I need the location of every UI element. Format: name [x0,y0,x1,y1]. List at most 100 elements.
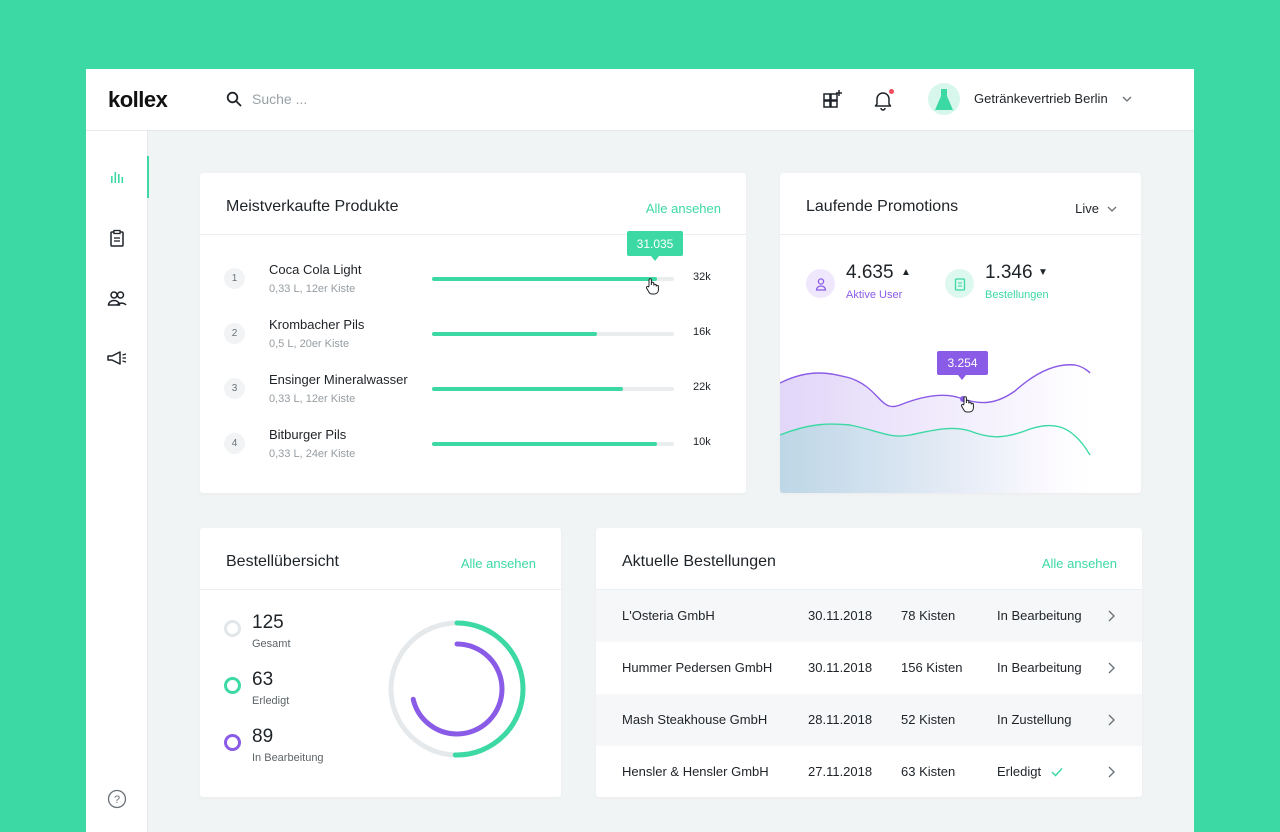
purple-line [780,364,1091,408]
orders-label: Bestellungen [985,289,1049,301]
order-date: 27.11.2018 [808,764,873,779]
sales-bar-fill[interactable] [432,387,624,391]
recent-orders-card: Aktuelle Bestellungen Alle ansehen L'Ost… [596,528,1142,797]
sidebar-item-orders[interactable] [86,217,148,259]
see-all-link[interactable]: Alle ansehen [1041,556,1117,571]
done-ring-icon [224,677,241,694]
rank-badge: 4 [224,433,245,454]
in-progress-arc [409,641,505,737]
order-status: In Bearbeitung [997,660,1082,675]
see-all-link[interactable]: Alle ansehen [645,201,721,216]
logo[interactable]: kollex [108,87,168,112]
sidebar-item-analytics[interactable] [86,156,149,198]
order-date: 30.11.2018 [808,660,873,675]
table-row[interactable]: Hummer Pedersen GmbH 30.11.2018 156 Kisten… [596,642,1142,694]
table-row[interactable]: Mash Steakhouse GmbH 28.11.2018 52 Kisten I… [596,694,1142,746]
svg-text:?: ? [114,794,120,806]
top-products-card: Meistverkaufte Produkte Alle ansehen 1 Co… [200,173,746,493]
app-window: kollex Getränkevertrieb Berlin [86,69,1194,832]
overview-total: 125 Gesamt [224,612,374,656]
hand-cursor-icon [645,278,659,295]
sidebar-item-promotions[interactable] [86,337,148,379]
card-title: Aktuelle Bestellungen [622,553,776,570]
sales-bar-track [432,332,674,336]
rank-badge: 2 [224,323,245,344]
divider [780,234,1141,235]
card-title: Laufende Promotions [806,198,959,215]
help-icon[interactable]: ? [107,789,127,809]
add-widget-icon[interactable] [821,89,843,111]
sales-bar-fill[interactable] [432,277,658,281]
active-users-label: Aktive User [846,289,903,301]
active-users-badge [806,269,835,298]
rank-badge: 3 [224,378,245,399]
sales-value: 22k [693,381,711,393]
order-quantity: 63 Kisten [901,764,956,779]
product-name: Krombacher Pils [269,317,365,332]
product-pack: 0,33 L, 24er Kiste [269,448,356,460]
order-quantity: 52 Kisten [901,712,956,727]
notification-dot [889,89,894,94]
chevron-down-icon[interactable] [1122,94,1132,104]
chevron-right-icon[interactable] [1106,765,1116,779]
done-arc [388,620,526,758]
divider [200,589,561,590]
chevron-right-icon[interactable] [1106,713,1116,727]
sales-bar-track [432,277,674,281]
product-pack: 0,33 L, 12er Kiste [269,393,356,405]
sales-value: 16k [693,326,711,338]
product-row[interactable]: 4 Bitburger Pils 0,33 L, 24er Kiste 10k [200,427,746,467]
product-row[interactable]: 2 Krombacher Pils 0,5 L, 20er Kiste 16k [200,317,746,357]
donut-chart [388,620,526,758]
user-icon [815,277,826,291]
order-status: In Bearbeitung [997,608,1082,623]
order-overview-card: Bestellübersicht Alle ansehen 125 Gesamt… [200,528,561,797]
live-filter-label: Live [1075,201,1099,216]
promotions-card: Laufende Promotions Live 4.635 ▲ Aktive … [780,173,1141,493]
in-progress-label: In Bearbeitung [252,752,324,764]
overview-done: 63 Erledigt [224,669,374,713]
product-name: Ensinger Mineralwasser [269,372,408,387]
sales-value: 32k [693,271,711,283]
table-row[interactable]: Hensler & Hensler GmbH 27.11.2018 63 Kiste… [596,746,1142,797]
sidebar-item-customers[interactable] [86,277,148,319]
promotions-wave-chart [780,364,1091,493]
product-row[interactable]: 1 Coca Cola Light 0,33 L, 12er Kiste 32k [200,262,746,302]
chevron-down-icon [1107,206,1117,212]
orders-value: 1.346 [985,262,1033,283]
green-line [780,423,1091,456]
clipboard-icon [110,229,124,247]
bell-icon [874,92,892,111]
search-input[interactable] [252,87,552,111]
sales-bar-fill[interactable] [432,442,658,446]
top-bar: kollex Getränkevertrieb Berlin [86,69,1194,131]
see-all-link[interactable]: Alle ansehen [460,556,536,571]
search-icon[interactable] [226,91,242,107]
sales-bar-track [432,442,674,446]
product-row[interactable]: 3 Ensinger Mineralwasser 0,33 L, 12er Kist… [200,372,746,412]
customer-name: Hummer Pedersen GmbH [622,660,773,675]
sales-value: 10k [693,436,711,448]
green-area [780,424,1090,493]
sales-bar-fill[interactable] [432,332,597,336]
divider [200,234,746,235]
chevron-right-icon[interactable] [1106,661,1116,675]
card-title: Bestellübersicht [226,553,339,570]
table-row[interactable]: L'Osteria GmbH 30.11.2018 78 Kisten In Bear… [596,590,1142,642]
order-status: In Zustellung [997,712,1072,727]
live-filter-dropdown[interactable]: Live [1075,201,1117,216]
chevron-right-icon[interactable] [1106,609,1116,623]
hand-cursor-icon [960,396,974,413]
orders-badge [945,269,974,298]
total-ring-icon [224,620,241,637]
order-quantity: 156 Kisten [901,660,963,675]
order-date: 30.11.2018 [808,608,873,623]
company-name[interactable]: Getränkevertrieb Berlin [974,91,1108,106]
divider [596,589,1142,590]
overview-in-progress: 89 In Bearbeitung [224,726,374,770]
notification-bell[interactable] [872,89,894,111]
avatar[interactable] [928,83,960,115]
megaphone-icon [107,351,127,365]
done-value: 63 [252,669,274,690]
rank-badge: 1 [224,268,245,289]
